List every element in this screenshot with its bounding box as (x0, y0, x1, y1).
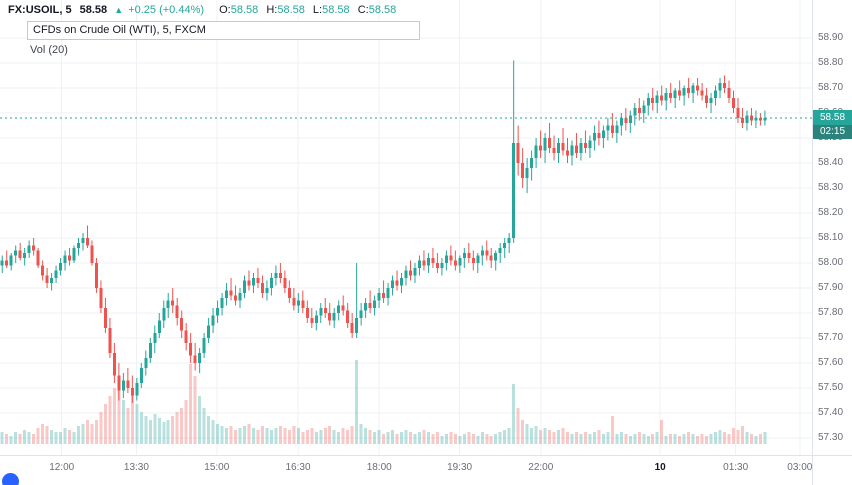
last-price-value: 58.58 (79, 4, 108, 16)
high-value: 58.58 (277, 4, 305, 16)
time-axis-label: 13:30 (123, 462, 149, 473)
price-axis-label: 57.40 (818, 407, 844, 418)
time-axis-label: 10 (654, 462, 666, 473)
time-axis-label: 16:30 (285, 462, 311, 473)
price-axis[interactable]: 58.9058.8058.7058.6058.5058.4058.3058.20… (813, 0, 852, 455)
last-price-badge: 58.58 (813, 110, 852, 125)
volume-indicator-label[interactable]: Vol (20) (30, 44, 68, 56)
symbol-description[interactable]: CFDs on Crude Oil (WTI), 5, FXCM (27, 21, 420, 40)
time-axis-label: 15:00 (204, 462, 230, 473)
bar-countdown-badge: 02:15 (813, 125, 852, 139)
ohlc-values: O:58.58 H:58.58 L:58.58 C:58.58 (214, 4, 396, 16)
time-axis-label: 19:30 (447, 462, 473, 473)
price-axis-label: 58.00 (818, 257, 844, 268)
price-axis-label: 58.40 (818, 157, 844, 168)
price-axis-label: 58.20 (818, 207, 844, 218)
time-axis[interactable]: 12:00 13:30 15:00 16:30 18:00 19:30 22:00 10 01:… (0, 456, 812, 485)
price-axis-label: 57.70 (818, 332, 844, 343)
low-value: 58.58 (322, 4, 350, 16)
high-label: H: (266, 4, 278, 16)
up-triangle-icon: ▲ (114, 5, 124, 15)
price-axis-label: 57.60 (818, 357, 844, 368)
price-axis-label: 58.70 (818, 82, 844, 93)
price-axis-label: 58.80 (818, 57, 844, 68)
open-value: 58.58 (230, 4, 259, 16)
price-axis-label: 58.90 (818, 32, 844, 43)
symbol-name[interactable]: FX:USOIL, 5 (8, 4, 72, 16)
price-change: +0.25 (+0.44%) (128, 4, 205, 16)
price-axis-label: 57.50 (818, 382, 844, 393)
price-axis-label: 58.30 (818, 182, 844, 193)
time-axis-separator (0, 455, 852, 456)
price-axis-label: 58.10 (818, 232, 844, 243)
close-value: 58.58 (368, 4, 397, 16)
time-axis-label: 22:00 (528, 462, 554, 473)
open-label: O: (219, 4, 231, 16)
symbol-legend[interactable]: FX:USOIL, 5 58.58 ▲ +0.25 (+0.44%) O:58.… (8, 4, 396, 16)
low-label: L: (312, 4, 323, 16)
price-axis-label: 57.90 (818, 282, 844, 293)
tradingview-logo-icon[interactable] (2, 473, 19, 485)
close-label: C: (357, 4, 369, 16)
candlestick-chart-canvas[interactable] (0, 0, 812, 455)
price-axis-label: 57.80 (818, 307, 844, 318)
time-axis-label: 03:00 (787, 462, 813, 473)
price-axis-separator (812, 0, 813, 485)
time-axis-label: 18:00 (366, 462, 392, 473)
time-axis-label: 01:30 (723, 462, 749, 473)
price-axis-label: 57.30 (818, 432, 844, 443)
time-axis-label: 12:00 (49, 462, 75, 473)
